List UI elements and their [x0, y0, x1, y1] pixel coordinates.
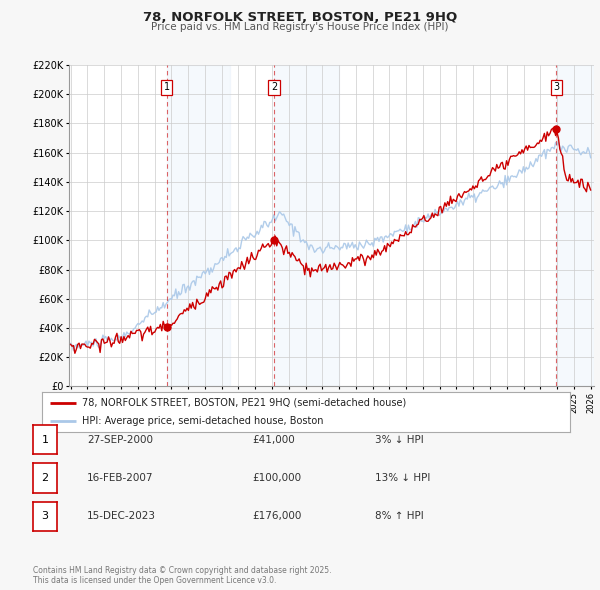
Bar: [274, 65, 339, 386]
Text: 1: 1: [164, 83, 170, 93]
Text: 15-DEC-2023: 15-DEC-2023: [87, 512, 156, 521]
Text: 8% ↑ HPI: 8% ↑ HPI: [375, 512, 424, 521]
Text: 3: 3: [553, 83, 559, 93]
Text: 2: 2: [41, 473, 49, 483]
Bar: [167, 65, 230, 386]
Text: 3% ↓ HPI: 3% ↓ HPI: [375, 435, 424, 444]
Text: £176,000: £176,000: [252, 512, 301, 521]
Text: 13% ↓ HPI: 13% ↓ HPI: [375, 473, 430, 483]
Text: 3: 3: [41, 512, 49, 521]
Text: £41,000: £41,000: [252, 435, 295, 444]
Text: 78, NORFOLK STREET, BOSTON, PE21 9HQ: 78, NORFOLK STREET, BOSTON, PE21 9HQ: [143, 11, 457, 24]
Text: Price paid vs. HM Land Registry's House Price Index (HPI): Price paid vs. HM Land Registry's House …: [151, 22, 449, 32]
Text: 27-SEP-2000: 27-SEP-2000: [87, 435, 153, 444]
Bar: [556, 65, 594, 386]
Text: 2: 2: [271, 83, 277, 93]
Text: £100,000: £100,000: [252, 473, 301, 483]
Text: 16-FEB-2007: 16-FEB-2007: [87, 473, 154, 483]
Text: 78, NORFOLK STREET, BOSTON, PE21 9HQ (semi-detached house): 78, NORFOLK STREET, BOSTON, PE21 9HQ (se…: [82, 398, 406, 408]
Text: Contains HM Land Registry data © Crown copyright and database right 2025.
This d: Contains HM Land Registry data © Crown c…: [33, 566, 331, 585]
Text: HPI: Average price, semi-detached house, Boston: HPI: Average price, semi-detached house,…: [82, 416, 323, 426]
Text: 1: 1: [41, 435, 49, 444]
